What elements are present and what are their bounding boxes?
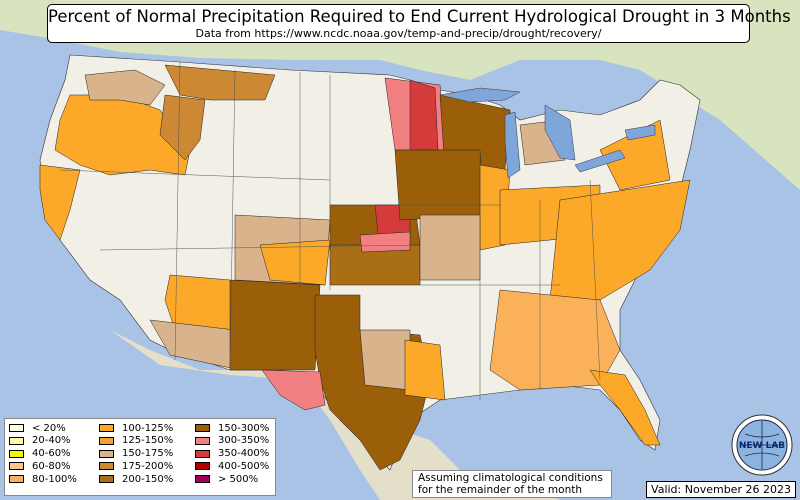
legend-swatch [9,475,24,484]
legend-swatch [99,449,114,458]
lake-michigan [504,111,521,179]
legend-swatch [195,462,210,471]
legend-item: 400-500% [195,460,269,472]
legend-item: 20-40% [9,435,77,447]
assumption-note-line2: for the remainder of the month [418,484,583,496]
lake-huron [544,104,576,161]
region-nm-brown [229,279,321,371]
logo-text: NEW LAB [739,441,785,451]
lake-ontario [624,124,656,141]
legend-column-3: 150-300% 300-350% 350-400% 400-500% > 50… [195,422,269,486]
region-colorado-orange [259,239,331,286]
region-missouri [419,214,481,281]
legend-item: 80-100% [9,473,77,485]
legend-item: 150-300% [195,422,269,434]
legend-column-2: 100-125% 125-150% 150-175% 175-200% 200-… [99,422,173,486]
great-lakes [439,87,656,179]
legend-swatch [9,436,24,445]
map-subtitle: Data from https://www.ncdc.noaa.gov/temp… [195,27,602,40]
valid-date: Valid: November 26 2023 [646,481,796,498]
legend-swatch [195,475,210,484]
legend-swatch [99,462,114,471]
map-title: Percent of Normal Precipitation Required… [48,7,791,26]
legend-item: 100-125% [99,422,173,434]
canada-land [0,0,800,190]
region-nw-tan [84,69,166,106]
region-montana [164,64,276,101]
globe-logo-icon: NEW LAB [731,414,793,476]
legend-item: 200-150% [99,473,173,485]
legend-item: 300-350% [195,435,269,447]
legend-item: 40-60% [9,448,77,460]
legend-item: 175-200% [99,460,173,472]
legend-swatch [195,436,210,445]
legend-item: 350-400% [195,448,269,460]
legend-swatch [9,462,24,471]
legend: < 20% 20-40% 40-60% 60-80% 80-100% 100-1… [4,418,276,496]
region-iowa [394,149,486,221]
legend-column-1: < 20% 20-40% 40-60% 60-80% 80-100% [9,422,77,486]
region-pacific-nw [54,94,191,176]
legend-swatch [195,449,210,458]
lake-superior [439,87,521,103]
assumption-note-line1: Assuming climatological conditions [418,472,603,484]
assumption-note: Assuming climatological conditions for t… [412,470,612,498]
title-box: Percent of Normal Precipitation Required… [47,4,791,43]
legend-swatch [9,449,24,458]
legend-item: > 500% [195,473,269,485]
region-idaho [159,94,206,161]
region-california [39,164,81,241]
legend-swatch [99,475,114,484]
lake-erie [574,149,626,173]
legend-item: < 20% [9,422,77,434]
legend-item: 150-175% [99,448,173,460]
legend-swatch [99,436,114,445]
legend-item: 125-150% [99,435,173,447]
region-florida [589,369,661,446]
legend-item: 60-80% [9,460,77,472]
drought-regions [39,64,691,471]
region-kansas-pink [359,231,411,253]
state-boundaries [59,61,601,400]
region-minnesota-red [409,79,439,151]
region-la-orange [404,339,446,401]
legend-swatch [9,424,24,432]
region-texas-tan [359,329,411,391]
legend-swatch [195,424,210,432]
region-texas-red [261,369,326,411]
legend-swatch [99,424,114,432]
